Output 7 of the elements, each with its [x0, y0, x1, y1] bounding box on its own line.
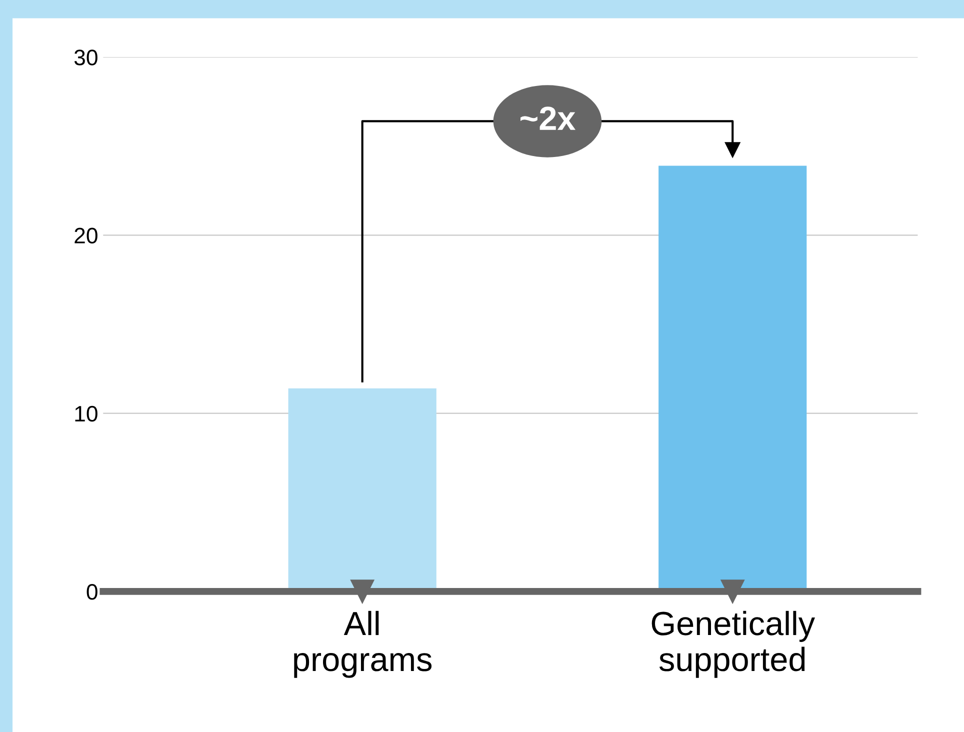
x-tick-label: All programs — [294, 610, 432, 678]
y-tick-label: 20 — [74, 228, 98, 244]
x-tick-label: Genetically supported — [652, 610, 815, 678]
annotation: ~2x — [520, 106, 576, 130]
y-tick-label: 30 — [74, 50, 98, 66]
y-tick-label: 0 — [86, 584, 98, 600]
y-tick-label: 10 — [75, 406, 98, 422]
